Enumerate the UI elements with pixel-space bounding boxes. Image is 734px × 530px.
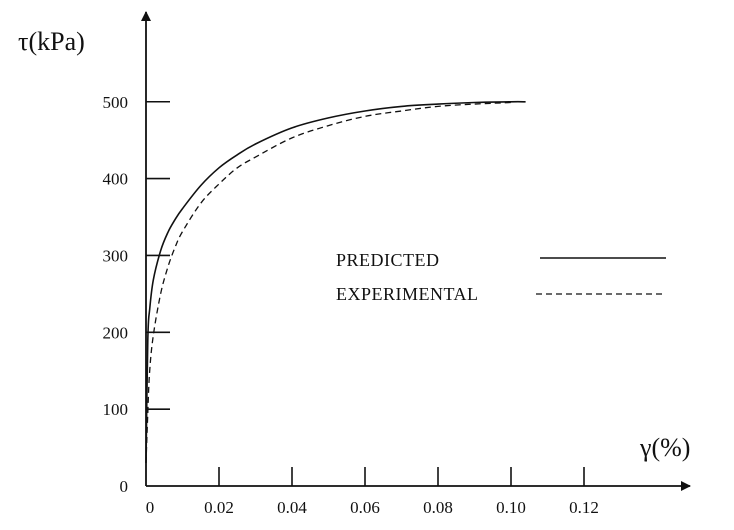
x-tick-label: 0.02 <box>204 498 234 517</box>
y-tick-label: 500 <box>103 93 129 112</box>
x-axis-title: γ(%) <box>639 433 690 462</box>
legend-label-experimental: EXPERIMENTAL <box>336 284 479 304</box>
y-tick-label: 100 <box>103 400 129 419</box>
y-tick-label: 400 <box>103 170 129 189</box>
y-tick-label: 200 <box>103 323 129 342</box>
legend-label-predicted: PREDICTED <box>336 250 440 270</box>
series-layer <box>145 100 526 463</box>
y-axis-title: τ(kPa) <box>18 27 85 56</box>
y-tick-label: 0 <box>120 477 129 496</box>
x-tick-label: 0.08 <box>423 498 453 517</box>
x-tick-label: 0.04 <box>277 498 307 517</box>
y-ticks: 0 100 200 300 400 500 <box>103 93 170 496</box>
series-line-experimental <box>145 101 512 463</box>
y-tick-label: 300 <box>103 246 129 265</box>
x-tick-label: 0.10 <box>496 498 526 517</box>
x-tick-label: 0 <box>146 498 155 517</box>
x-tick-label: 0.12 <box>569 498 599 517</box>
series-line-predicted <box>145 100 526 463</box>
x-ticks: 0 0.02 0.04 0.06 0.08 0.10 0.12 <box>146 467 599 517</box>
legend: PREDICTED EXPERIMENTAL <box>336 250 666 304</box>
x-tick-label: 0.06 <box>350 498 380 517</box>
